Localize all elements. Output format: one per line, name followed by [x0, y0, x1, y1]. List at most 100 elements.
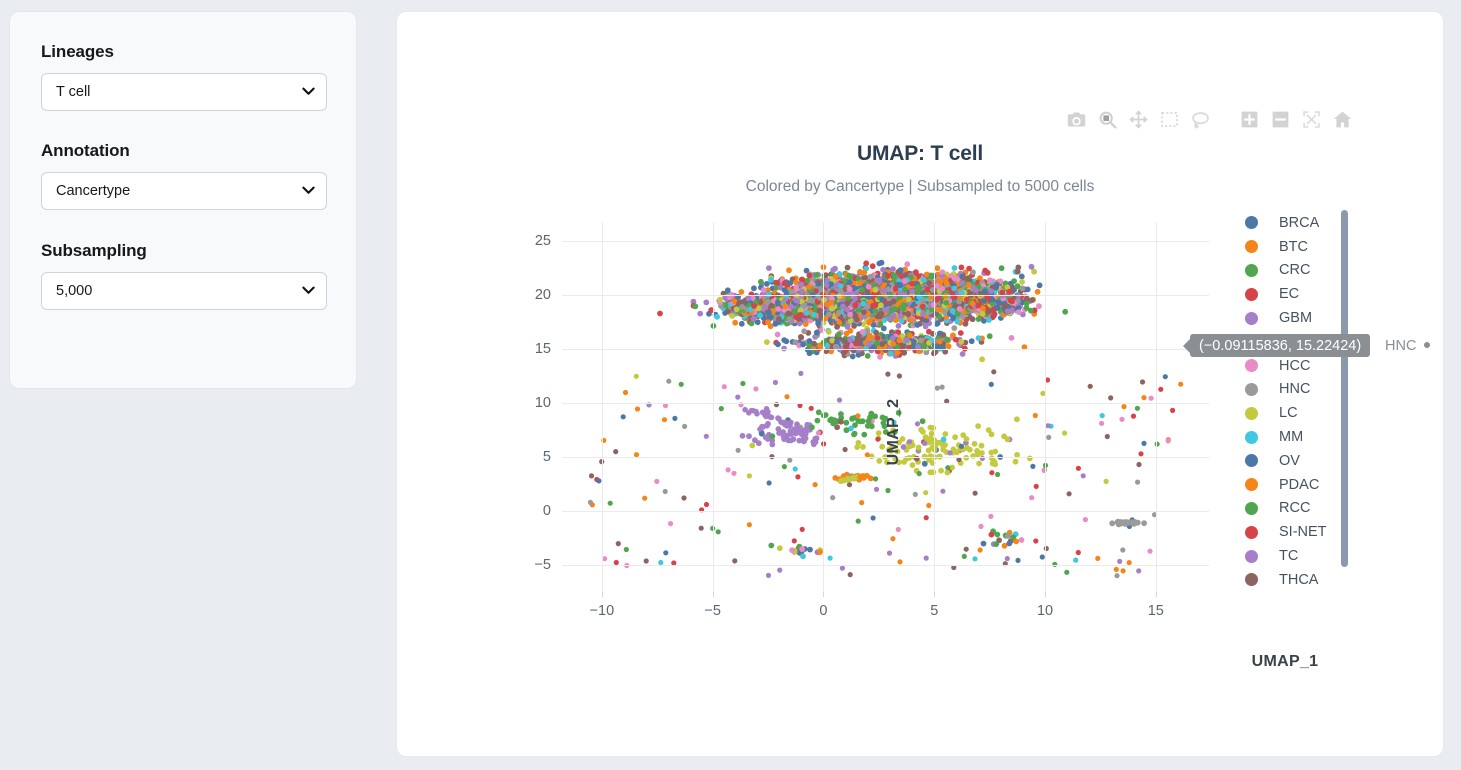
legend-marker-icon	[1245, 287, 1258, 301]
legend-marker-icon	[1245, 359, 1258, 373]
x-tick-mark	[934, 592, 936, 597]
controls-panel: Lineages T cell Annotation Cancertype Su…	[9, 11, 357, 389]
legend-label: EC	[1279, 286, 1300, 303]
x-axis-title: UMAP_1	[1251, 653, 1319, 670]
hover-trace-label: HNC	[1385, 337, 1417, 354]
legend-marker-icon	[1245, 549, 1258, 563]
legend-item-pdac[interactable]: PDAC	[1245, 473, 1345, 497]
annotation-select-value: Cancertype	[56, 183, 131, 199]
zoom-icon[interactable]	[1096, 108, 1119, 131]
zoom-out-icon[interactable]	[1269, 108, 1292, 131]
legend-marker-icon	[1245, 478, 1258, 492]
x-tick-label: 0	[819, 603, 828, 619]
annotation-select[interactable]: Cancertype	[41, 172, 327, 210]
reset-axes-home-icon[interactable]	[1331, 108, 1354, 131]
legend-marker-icon	[1245, 430, 1258, 444]
legend-label: HCC	[1279, 357, 1311, 374]
gridline-vertical	[712, 222, 714, 592]
subsampling-select-wrap: 5,000	[41, 272, 327, 310]
lineages-select[interactable]: T cell	[41, 73, 327, 111]
lineages-label: Lineages	[41, 42, 114, 61]
legend-item-hnc[interactable]: HNC	[1245, 378, 1345, 402]
x-tick-mark	[823, 592, 825, 597]
x-tick-label: 5	[930, 603, 939, 619]
legend-label: THCA	[1279, 571, 1319, 588]
hover-point-marker	[1424, 342, 1430, 348]
legend-item-thca[interactable]: THCA	[1245, 568, 1345, 592]
legend-label: TC	[1279, 548, 1299, 565]
gridline-vertical	[823, 222, 825, 592]
scatter-points	[587, 259, 1184, 579]
y-axis-title: UMAP_2	[885, 398, 902, 466]
legend-marker-icon	[1245, 525, 1258, 539]
y-tick-label: 5	[542, 449, 551, 466]
y-tick-label: 20	[534, 287, 551, 304]
gridline-vertical	[601, 222, 603, 592]
x-tick-label: 15	[1147, 603, 1164, 619]
plot-region[interactable]: −5 0 5 10 15 20 25 −10 −5 0 5 10 15 UMAP_2 UMAP_1	[397, 12, 1445, 758]
box-select-icon[interactable]	[1158, 108, 1181, 131]
x-tick-mark	[1045, 592, 1047, 597]
y-tick-label: 10	[534, 395, 551, 412]
x-tick-label: 10	[1036, 603, 1054, 619]
zoom-in-icon[interactable]	[1238, 108, 1261, 131]
legend-scrollbar[interactable]	[1341, 210, 1348, 567]
legend-item-ov[interactable]: OV	[1245, 449, 1345, 473]
legend-label: LC	[1279, 405, 1298, 422]
gridline-horizontal	[562, 565, 1209, 567]
gridline-vertical	[1155, 222, 1157, 592]
legend-marker-icon	[1245, 240, 1258, 254]
legend-label: BTC	[1279, 238, 1308, 255]
legend-label: GBM	[1279, 310, 1313, 327]
subsampling-label: Subsampling	[41, 241, 147, 260]
hover-tooltip: (−0.09115836, 15.22424)	[1190, 334, 1371, 357]
plotly-modebar	[1065, 108, 1354, 131]
annotation-label: Annotation	[41, 141, 130, 160]
legend-marker-icon	[1245, 263, 1258, 277]
x-tick-label: −10	[589, 603, 615, 619]
legend-label: BRCA	[1279, 214, 1320, 231]
y-tick-label: −5	[534, 557, 551, 574]
camera-icon[interactable]	[1065, 108, 1088, 131]
legend-item-si-net[interactable]: SI-NET	[1245, 520, 1345, 544]
hover-tooltip-coords: (−0.09115836, 15.22424)	[1199, 337, 1362, 354]
legend-item-ec[interactable]: EC	[1245, 282, 1345, 306]
x-tick-mark	[601, 592, 603, 597]
x-tick-mark	[712, 592, 714, 597]
legend-label: MM	[1279, 429, 1304, 446]
legend-item-brca[interactable]: BRCA	[1245, 211, 1345, 235]
plot-title: UMAP: T cell	[857, 142, 983, 165]
x-tick-label: −5	[704, 603, 721, 619]
legend-marker-icon	[1245, 311, 1258, 325]
legend-marker-icon	[1245, 454, 1258, 468]
y-tick-label: 25	[534, 233, 551, 250]
lineages-select-value: T cell	[56, 84, 91, 100]
legend-item-gbm[interactable]: GBM	[1245, 306, 1345, 330]
lasso-select-icon[interactable]	[1189, 108, 1212, 131]
plot-legend[interactable]: BRCABTCCRCECGBMGCHCCHNCLCMMOVPDACRCCSI-N…	[1245, 211, 1345, 592]
legend-item-tc[interactable]: TC	[1245, 544, 1345, 568]
legend-item-crc[interactable]: CRC	[1245, 259, 1345, 283]
subsampling-select[interactable]: 5,000	[41, 272, 327, 310]
y-tick-label: 15	[534, 341, 551, 358]
legend-marker-icon	[1245, 573, 1258, 587]
legend-marker-icon	[1245, 406, 1258, 420]
legend-item-hcc[interactable]: HCC	[1245, 354, 1345, 378]
gridline-horizontal	[562, 457, 1209, 459]
legend-label: OV	[1279, 452, 1300, 469]
legend-label: SI-NET	[1279, 524, 1327, 541]
autoscale-icon[interactable]	[1300, 108, 1323, 131]
gridline-vertical	[934, 222, 936, 592]
plot-panel: UMAP: T cell Colored by Cancertype | Sub…	[396, 11, 1444, 757]
legend-item-mm[interactable]: MM	[1245, 425, 1345, 449]
legend-item-rcc[interactable]: RCC	[1245, 497, 1345, 521]
gridline-vertical	[1045, 222, 1047, 592]
x-tick-mark	[1155, 592, 1157, 597]
pan-icon[interactable]	[1127, 108, 1150, 131]
legend-item-btc[interactable]: BTC	[1245, 235, 1345, 259]
subsampling-select-value: 5,000	[56, 283, 93, 299]
legend-item-lc[interactable]: LC	[1245, 401, 1345, 425]
plot-axes[interactable]: −5 0 5 10 15 20 25 −10 −5 0 5 10 15	[534, 222, 1209, 619]
y-tick-label: 0	[542, 503, 551, 520]
gridline-horizontal	[562, 511, 1209, 513]
